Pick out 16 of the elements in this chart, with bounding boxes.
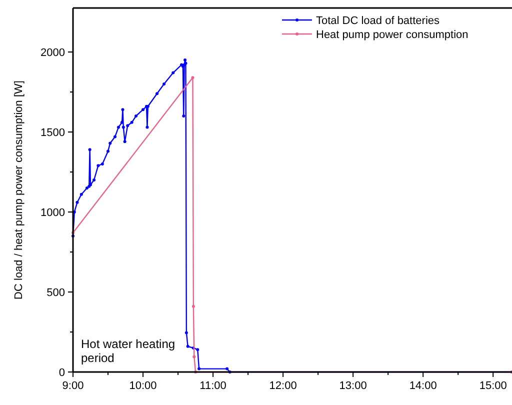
y-tick-label: 0: [58, 367, 65, 379]
x-tick-label: 11:00: [200, 380, 226, 392]
y-tick-label: 500: [46, 287, 65, 299]
x-tick-label: 9:00: [62, 380, 84, 392]
x-tick-label: 15:00: [479, 380, 507, 392]
annotation: Hot water heating period: [81, 337, 176, 365]
y-tick-label: 1000: [40, 207, 65, 219]
x-tick-label: 14:00: [409, 380, 437, 392]
y-tick-label: 2000: [40, 47, 65, 59]
legend-label: Total DC load of batteries: [316, 15, 440, 27]
legend-label: Heat pump power consumption: [316, 29, 468, 41]
x-tick-label: 13:00: [339, 380, 367, 392]
x-tick-label: 10:00: [129, 380, 157, 392]
x-tick-label: 12:00: [269, 380, 297, 392]
y-tick-label: 1500: [40, 127, 65, 139]
y-axis-title: DC load / heat pump power consumption [W]: [13, 80, 25, 300]
